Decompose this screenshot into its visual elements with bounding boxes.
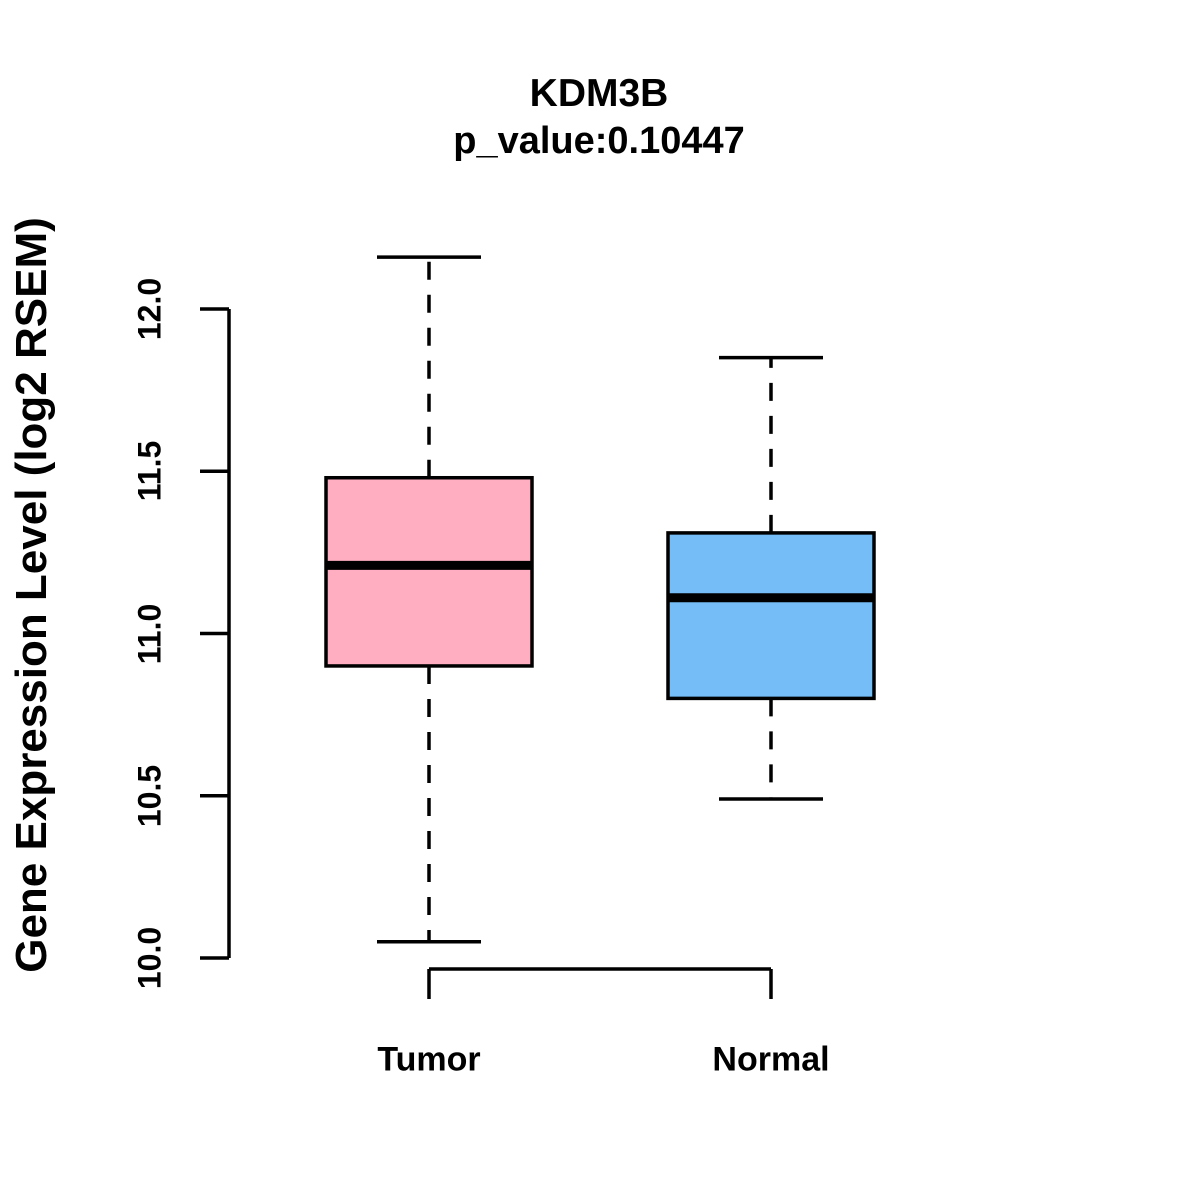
- y-tick-label: 11.5: [131, 440, 168, 502]
- y-tick-label: 10.0: [131, 926, 168, 990]
- x-category-label-normal: Normal: [712, 1040, 830, 1079]
- y-tick-label: 11.0: [131, 603, 168, 664]
- chart-subtitle-pvalue: p_value:0.10447: [453, 120, 745, 162]
- y-tick-label: 12.0: [131, 277, 168, 341]
- x-category-label-tumor: Tumor: [377, 1040, 481, 1079]
- y-tick-label: 10.5: [131, 764, 168, 827]
- iqr-box-tumor: [324, 475, 534, 668]
- iqr-box-normal: [666, 531, 876, 701]
- chart-title: KDM3B: [529, 72, 669, 115]
